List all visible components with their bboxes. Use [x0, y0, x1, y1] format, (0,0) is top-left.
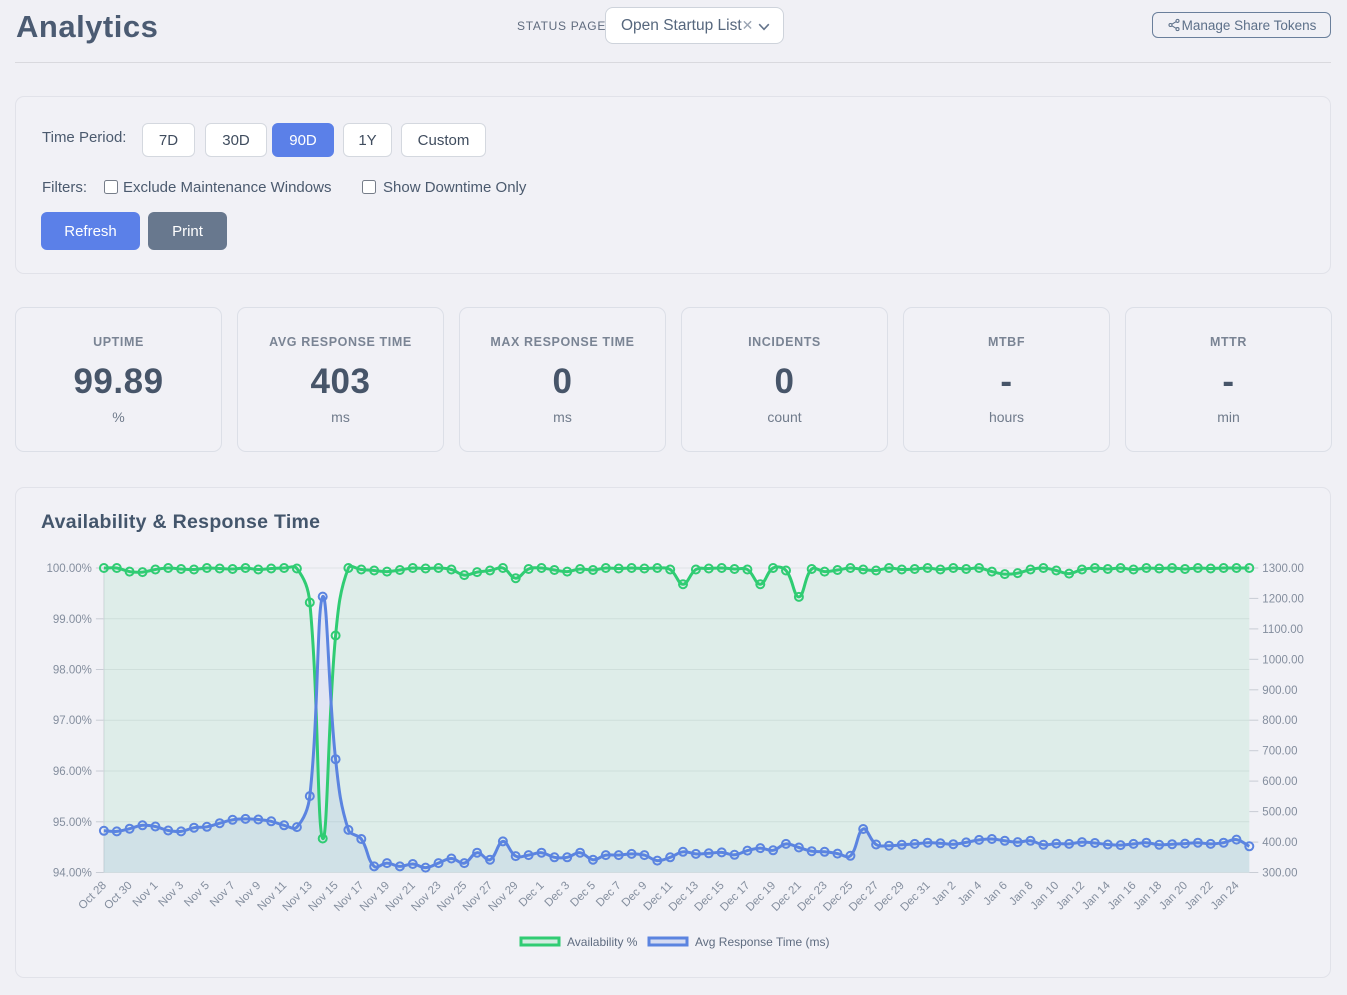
svg-text:Jan 2: Jan 2	[930, 880, 958, 908]
svg-text:800.00: 800.00	[1262, 715, 1297, 727]
svg-text:Jan 6: Jan 6	[982, 880, 1010, 908]
svg-text:1300.00: 1300.00	[1262, 563, 1304, 575]
svg-text:500.00: 500.00	[1262, 807, 1297, 819]
svg-text:96.00%: 96.00%	[53, 766, 92, 778]
svg-text:Nov 5: Nov 5	[182, 880, 212, 910]
svg-text:Oct 28: Oct 28	[77, 880, 109, 912]
svg-text:98.00%: 98.00%	[53, 665, 92, 677]
svg-text:Avg Response Time (ms): Avg Response Time (ms)	[695, 935, 830, 949]
svg-text:1100.00: 1100.00	[1262, 624, 1303, 636]
svg-text:94.00%: 94.00%	[53, 868, 92, 880]
svg-text:1000.00: 1000.00	[1262, 654, 1304, 666]
svg-text:Availability %: Availability %	[567, 935, 638, 949]
svg-text:Nov 3: Nov 3	[156, 880, 186, 910]
svg-text:400.00: 400.00	[1262, 837, 1297, 849]
svg-text:Dec 7: Dec 7	[594, 880, 624, 910]
svg-text:Oct 30: Oct 30	[102, 880, 134, 912]
svg-text:1200.00: 1200.00	[1262, 593, 1304, 605]
svg-text:Nov 7: Nov 7	[208, 880, 238, 910]
svg-text:Dec 3: Dec 3	[543, 880, 573, 910]
svg-text:Dec 5: Dec 5	[568, 880, 598, 910]
svg-text:600.00: 600.00	[1262, 776, 1297, 788]
svg-text:Nov 1: Nov 1	[131, 880, 161, 910]
svg-text:300.00: 300.00	[1262, 868, 1297, 880]
svg-text:97.00%: 97.00%	[53, 715, 92, 727]
svg-text:99.00%: 99.00%	[53, 614, 92, 626]
svg-text:Jan 24: Jan 24	[1209, 879, 1242, 912]
svg-text:Dec 1: Dec 1	[517, 880, 547, 910]
svg-text:95.00%: 95.00%	[53, 817, 92, 829]
svg-text:Jan 4: Jan 4	[956, 879, 985, 908]
svg-text:100.00%: 100.00%	[46, 563, 91, 575]
svg-text:700.00: 700.00	[1262, 746, 1297, 758]
svg-text:Dec 31: Dec 31	[898, 880, 932, 914]
svg-text:900.00: 900.00	[1262, 685, 1297, 697]
